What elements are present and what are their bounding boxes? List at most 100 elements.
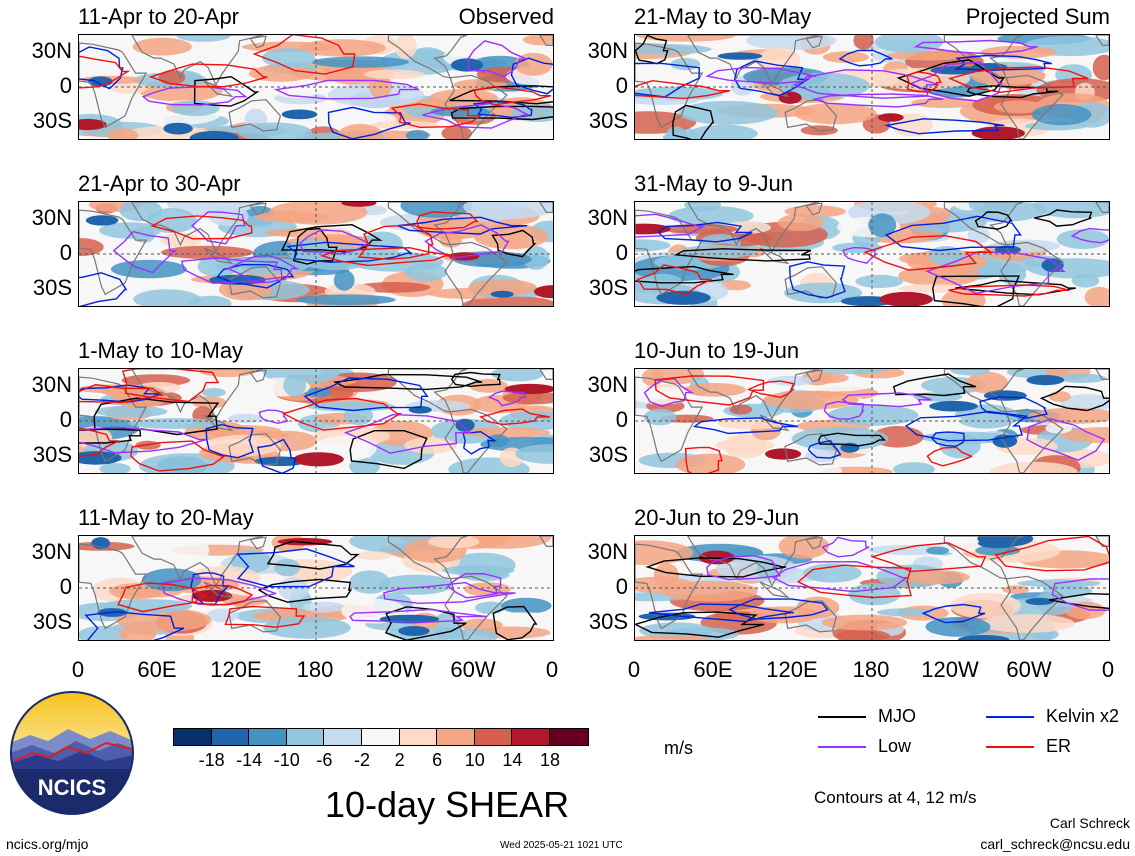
y-tick-label: 0: [59, 240, 72, 265]
colorbar-tick-label: 18: [539, 750, 561, 770]
shear-map: [634, 535, 1110, 641]
y-tick-label: 0: [615, 73, 628, 98]
colorbar-tick-label: -10: [273, 750, 300, 770]
x-tick-label: 120E: [766, 657, 818, 682]
y-tick-label: 30N: [587, 539, 628, 565]
y-tick-label: 30N: [31, 38, 72, 64]
colorbar-tick-label: 6: [432, 750, 443, 770]
colorbar-tick-label: -18: [198, 750, 225, 770]
colorbar-swatch: [249, 729, 287, 745]
colorbar-swatch: [324, 729, 362, 745]
timestamp: Wed 2025-05-21 1021 UTC: [500, 840, 623, 851]
panel-title: 11-Apr to 20-Apr: [78, 4, 240, 29]
colorbar-swatch: [549, 729, 588, 745]
legend-label-mjo: MJO: [878, 706, 916, 726]
legend-line-er: [986, 745, 1034, 748]
colorbar-tick-label: 14: [502, 750, 523, 770]
legend-item-mjo: MJO: [818, 706, 916, 727]
shear-map: [78, 201, 554, 307]
colorbar-swatch: [474, 729, 513, 745]
colorbar-swatch: [174, 729, 212, 745]
y-tick-label: 30N: [31, 372, 72, 398]
y-tick-label: 30N: [31, 539, 72, 565]
colorbar-swatch: [211, 729, 250, 745]
y-tick-label: 0: [615, 407, 628, 432]
y-tick-label: 30N: [587, 372, 628, 398]
x-tick-label: 0: [545, 657, 559, 682]
x-tick-label: 60W: [1006, 657, 1052, 682]
y-tick-label: 30S: [32, 107, 72, 133]
x-tick-label: 180: [296, 657, 334, 682]
x-tick-label: 60W: [450, 657, 496, 682]
y-tick-label: 0: [615, 574, 628, 599]
panel-corner-label: Projected Sum: [965, 4, 1110, 29]
shear-map: [78, 535, 554, 641]
x-tick-label: 120W: [365, 657, 423, 682]
x-tick-label: 120E: [210, 657, 262, 682]
panel-title: 31-May to 9-Jun: [634, 171, 793, 196]
y-tick-label: 30S: [32, 441, 72, 467]
contour-note: Contours at 4, 12 m/s: [814, 788, 977, 807]
legend-item-er: ER: [986, 736, 1071, 757]
shear-map: [634, 34, 1110, 140]
colorbar-tick-label: -2: [353, 750, 371, 770]
shear-map: [634, 368, 1110, 474]
y-tick-label: 30S: [32, 608, 72, 634]
colorbar-units: m/s: [664, 738, 693, 758]
legend-label-low: Low: [878, 736, 912, 756]
y-tick-label: 0: [59, 407, 72, 432]
legend-item-kelvin: Kelvin x2: [986, 706, 1119, 727]
colorbar-swatch: [437, 729, 475, 745]
y-tick-label: 30S: [588, 274, 628, 300]
panel-title: 20-Jun to 29-Jun: [634, 505, 800, 530]
x-tick-label: 120W: [921, 657, 979, 682]
ncics-logo: NCICS: [10, 691, 134, 815]
colorbar-tick-label: -6: [316, 750, 333, 770]
x-tick-label: 60E: [137, 657, 177, 682]
author-name: Carl Schreck: [1049, 815, 1130, 831]
y-tick-label: 30N: [587, 38, 628, 64]
y-tick-label: 30N: [587, 205, 628, 231]
colorbar-swatch: [286, 729, 325, 745]
colorbar-swatch: [512, 729, 550, 745]
panel-title: 21-Apr to 30-Apr: [78, 171, 241, 196]
figure-title: 10-day SHEAR: [325, 784, 570, 825]
legend-line-low: [818, 745, 866, 748]
legend-item-low: Low: [818, 736, 911, 757]
x-tick-label: 0: [1101, 657, 1115, 682]
colorbar: [173, 728, 589, 746]
shear-map: [78, 368, 554, 474]
legend-line-mjo: [818, 715, 866, 718]
legend-line-kelvin: [986, 715, 1034, 718]
panel-title: 11-May to 20-May: [78, 505, 254, 530]
y-tick-label: 0: [59, 73, 72, 98]
colorbar-tick-label: 10: [464, 750, 485, 770]
author-email[interactable]: carl_schreck@ncsu.edu: [980, 836, 1130, 852]
y-tick-label: 30N: [31, 205, 72, 231]
y-tick-label: 0: [59, 574, 72, 599]
panel-title: 1-May to 10-May: [78, 338, 244, 363]
colorbar-swatch: [361, 729, 400, 745]
x-tick-label: 180: [852, 657, 890, 682]
y-tick-label: 0: [615, 240, 628, 265]
y-tick-label: 30S: [588, 107, 628, 133]
website-link[interactable]: ncics.org/mjo: [6, 836, 89, 852]
colorbar-swatch: [399, 729, 438, 745]
colorbar-tick-label: 2: [394, 750, 405, 770]
colorbar-tick-label: -14: [236, 750, 263, 770]
panel-title: 21-May to 30-May: [634, 4, 812, 29]
y-tick-label: 30S: [588, 441, 628, 467]
panel-corner-label: Observed: [458, 4, 554, 29]
logo-text: NCICS: [38, 775, 106, 800]
x-tick-label: 60E: [693, 657, 733, 682]
shear-map: [78, 34, 554, 140]
legend-label-kelvin: Kelvin x2: [1046, 706, 1120, 726]
x-tick-label: 0: [627, 657, 641, 682]
panel-title: 10-Jun to 19-Jun: [634, 338, 800, 363]
shear-map: [634, 201, 1110, 307]
legend-label-er: ER: [1046, 736, 1072, 756]
y-tick-label: 30S: [32, 274, 72, 300]
y-tick-label: 30S: [588, 608, 628, 634]
logo-icon: NCICS: [10, 691, 134, 815]
x-tick-label: 0: [71, 657, 85, 682]
